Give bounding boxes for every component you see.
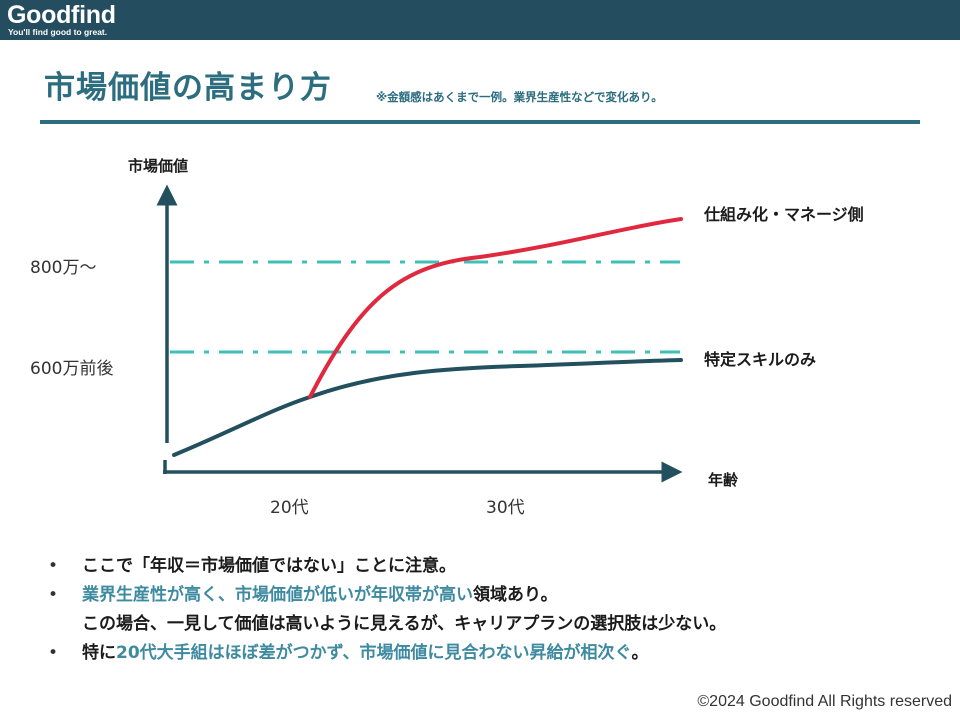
bullet-text-highlight: 20代大手組はほぼ差がつかず、市場価値に見合わない昇給が相次ぐ bbox=[116, 643, 632, 663]
bullet-continuation: この場合、一見して価値は高いように見えるが、キャリアプランの選択肢は少ない。 bbox=[42, 610, 942, 639]
bullet-item: • 業界生産性が高く、市場価値が低いが年収帯が高い領域あり。 bbox=[42, 581, 942, 610]
bullet-text-part: ここで「年収＝市場価値ではない」ことに注意。 bbox=[82, 556, 456, 576]
x-tick-20s: 20代 bbox=[270, 498, 309, 518]
x-axis-label: 年齢 bbox=[708, 471, 739, 489]
bullet-text-part: 。 bbox=[631, 643, 649, 663]
market-value-diagram: 市場価値 年齢 800万〜 600万前後 20代 30代 仕組み化・マネージ側 … bbox=[30, 157, 864, 518]
bullet-dot: • bbox=[48, 643, 59, 663]
bullet-item: • 特に20代大手組はほぼ差がつかず、市場価値に見合わない昇給が相次ぐ。 bbox=[42, 639, 942, 668]
bullet-dot: • bbox=[48, 585, 59, 605]
level-label-600: 600万前後 bbox=[30, 359, 113, 379]
slide-title: 市場価値の高まり方 bbox=[44, 70, 332, 106]
bullet-text-part: この場合、一見して価値は高いように見えるが、キャリアプランの選択肢は少ない。 bbox=[82, 614, 727, 634]
bullet-text-part: 特に bbox=[82, 643, 116, 663]
bullet-text: 特に20代大手組はほぼ差がつかず、市場価値に見合わない昇給が相次ぐ。 bbox=[82, 639, 648, 668]
bullet-dot: • bbox=[48, 556, 59, 576]
level-label-800: 800万〜 bbox=[30, 258, 96, 278]
bullet-text: この場合、一見して価値は高いように見えるが、キャリアプランの選択肢は少ない。 bbox=[82, 610, 726, 639]
y-axis-label: 市場価値 bbox=[128, 157, 188, 175]
goodfind-logo: Goodfind bbox=[7, 1, 116, 29]
bullet-text: ここで「年収＝市場価値ではない」ことに注意。 bbox=[82, 552, 456, 581]
slide-note: ※金額感はあくまで一例。業界生産性などで変化あり。 bbox=[376, 90, 663, 104]
curve-skill-only bbox=[172, 358, 683, 457]
header-bar: Goodfind You'll find good to great. bbox=[0, 0, 960, 40]
curve-label-management: 仕組み化・マネージ側 bbox=[703, 205, 864, 224]
copyright-footer: ©2024 Goodfind All Rights reserved bbox=[697, 693, 952, 710]
title-underline bbox=[40, 120, 920, 124]
bullet-text-highlight: 業界生産性が高く、市場価値が低いが年収帯が高い bbox=[82, 585, 473, 605]
bullet-list: • ここで「年収＝市場価値ではない」ことに注意。 • 業界生産性が高く、市場価値… bbox=[42, 552, 942, 668]
bullet-item: • ここで「年収＝市場価値ではない」ことに注意。 bbox=[42, 552, 942, 581]
curve-label-skill-only: 特定スキルのみ bbox=[704, 350, 816, 369]
bullet-text-part: 領域あり。 bbox=[473, 585, 558, 605]
curve-management bbox=[308, 217, 683, 399]
logo-tagline: You'll find good to great. bbox=[8, 27, 108, 37]
bullet-text: 業界生産性が高く、市場価値が低いが年収帯が高い領域あり。 bbox=[82, 581, 558, 610]
x-tick-30s: 30代 bbox=[486, 498, 525, 518]
